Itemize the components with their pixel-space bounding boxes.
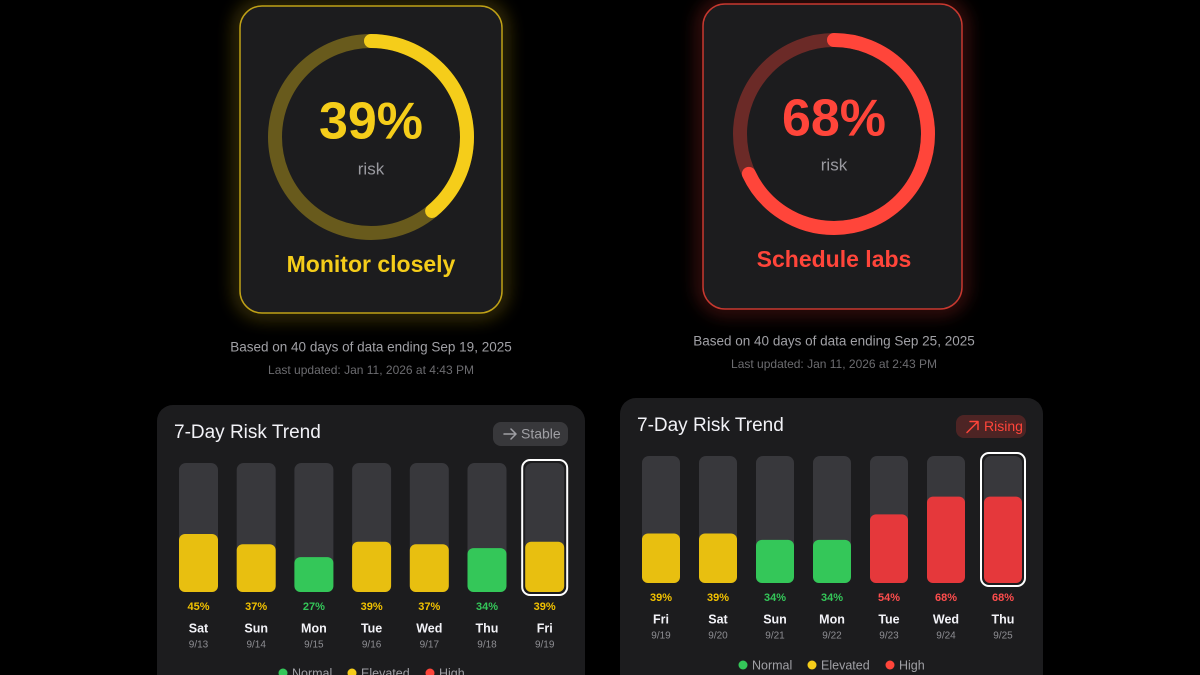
trend-title: 7-Day Risk Trend [174,422,321,443]
gauge-arc [733,33,935,235]
gauge-arc [268,34,474,240]
bar [699,533,737,583]
gauge-percent: 39% [319,93,423,151]
gauge-caption: risk [821,155,848,174]
bar-selected [980,452,1026,587]
bar-value-label: 68% [992,592,1014,604]
day-label: Fri [537,621,553,635]
date-label: 9/21 [765,631,785,642]
date-label: 9/18 [477,640,497,651]
legend-dot [425,668,435,675]
day-label: Wed [933,612,959,626]
bar-value-label: 39% [707,592,729,604]
bar-value-label: 39% [361,601,383,613]
bar [927,496,965,583]
day-label: Mon [301,621,327,635]
legend-dot [278,668,288,675]
bar [236,544,276,592]
date-label: 9/19 [535,640,555,651]
last-updated: Last updated: Jan 11, 2026 at 2:43 PM [731,357,937,371]
bar-selected [521,459,569,596]
bar [813,539,851,583]
legend-dot [738,660,748,670]
bar [294,557,334,592]
date-label: 9/17 [420,640,440,651]
bar [525,541,565,592]
bar [756,539,794,583]
day-label: Thu [476,621,499,635]
day-label: Thu [992,612,1015,626]
date-label: 9/19 [651,631,671,642]
bar-value-label: 39% [534,601,556,613]
legend-label: Elevated [361,666,410,675]
bar-value-label: 39% [650,592,672,604]
bar-value-label: 45% [187,601,209,613]
trend-title: 7-Day Risk Trend [637,415,784,436]
bar-value-label: 34% [476,601,498,613]
date-label: 9/20 [708,631,728,642]
legend-label: Normal [292,666,332,675]
bar-value-label: 68% [935,592,957,604]
date-label: 9/16 [362,640,382,651]
gauge-card [702,3,963,310]
bar [352,541,392,592]
day-label: Tue [361,621,382,635]
gauge-card [239,5,503,314]
date-label: 9/14 [246,640,266,651]
based-on: Based on 40 days of data ending Sep 25, … [693,334,974,349]
legend-label: Elevated [821,658,870,672]
date-label: 9/24 [936,631,956,642]
trend-badge [493,422,568,446]
date-label: 9/22 [822,631,842,642]
day-label: Tue [878,612,899,626]
trend-badge-label: Rising [984,418,1023,434]
legend-dot [347,668,357,675]
gauge-status: Monitor closely [287,251,456,277]
legend-dot [807,660,817,670]
legend-label: Normal [752,658,792,672]
day-label: Mon [819,612,845,626]
day-label: Fri [653,612,669,626]
gauge-status: Schedule labs [757,246,912,272]
legend-dot [885,660,895,670]
legend-label: High [899,658,925,672]
bar-value-label: 34% [821,592,843,604]
date-label: 9/25 [993,631,1013,642]
day-label: Sat [189,621,209,635]
bar [870,514,908,583]
legend-label: High [439,666,465,675]
bar-value-label: 37% [245,601,267,613]
bar [179,533,218,592]
bar-value-label: 34% [764,592,786,604]
bar-value-label: 54% [878,592,900,604]
day-label: Sat [708,612,728,626]
badge-arrow [966,420,979,434]
date-label: 9/15 [304,640,324,651]
date-label: 9/13 [189,640,209,651]
bar [642,533,680,583]
gauge-percent: 68% [782,90,886,148]
bar-value-label: 37% [418,601,440,613]
trend-badge-label: Stable [521,426,561,442]
day-label: Sun [763,612,787,626]
date-label: 9/23 [879,631,899,642]
bar [984,496,1022,583]
bar [409,544,449,592]
gauge-caption: risk [358,159,385,178]
day-label: Sun [244,621,268,635]
last-updated: Last updated: Jan 11, 2026 at 4:43 PM [268,363,474,377]
day-label: Wed [416,621,442,635]
bar [467,548,507,592]
badge-arrow [503,428,517,440]
based-on: Based on 40 days of data ending Sep 19, … [230,340,511,355]
bar-value-label: 27% [303,601,325,613]
